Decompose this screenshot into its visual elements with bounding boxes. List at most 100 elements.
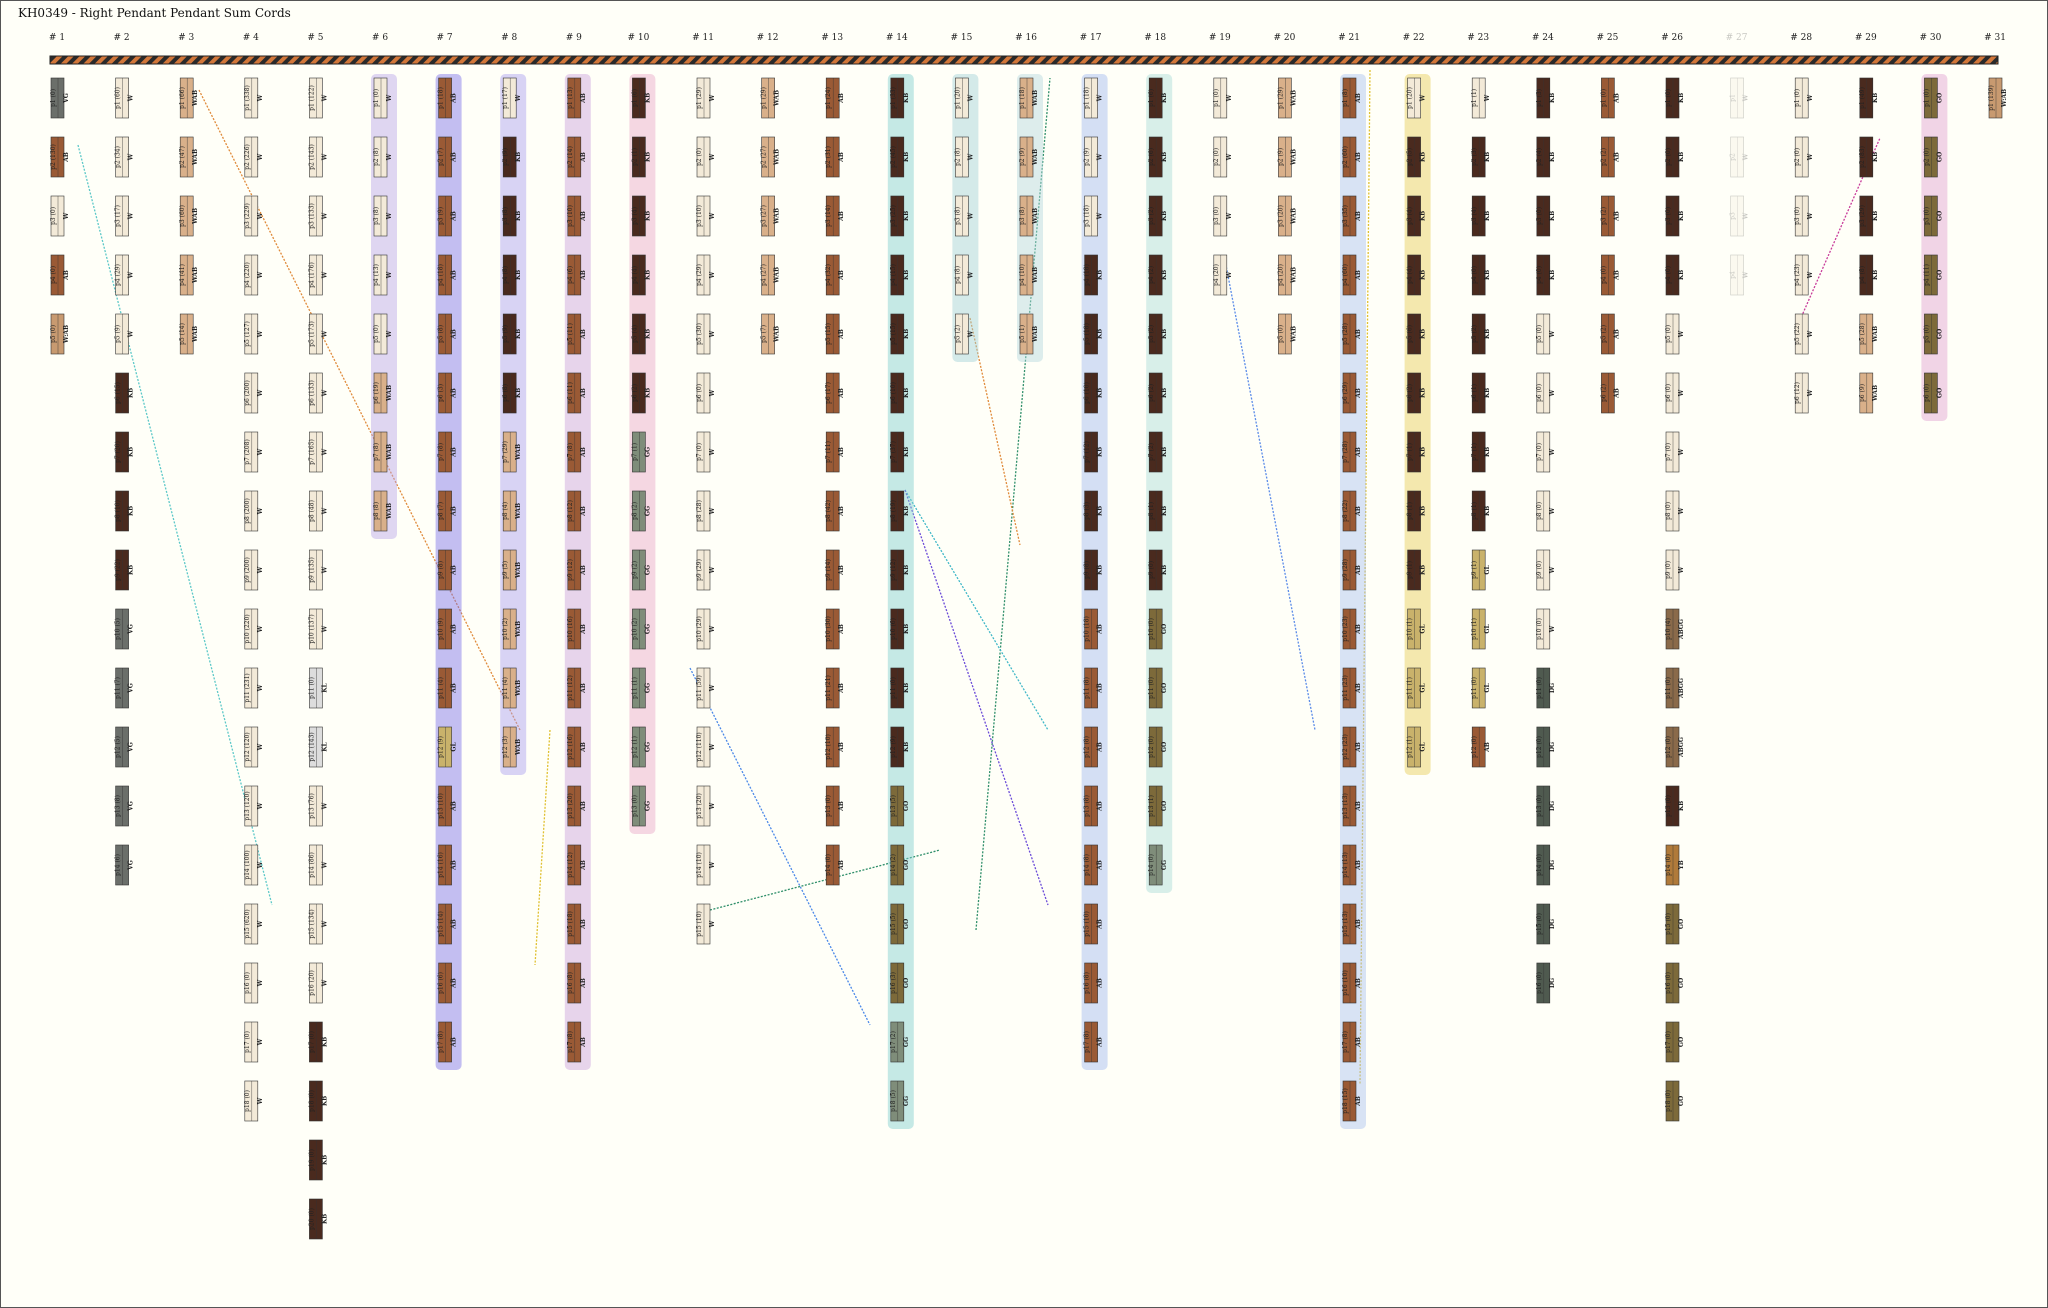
cord-label: p1 (60) (115, 87, 122, 109)
column: # 2 p1 (60) Wp2 (34) Wp3 (17) Wp4 (29) Wp5 (9… (114, 33, 135, 886)
cord-box (955, 136, 969, 178)
cord-box (244, 372, 259, 414)
cord-color: KB (903, 447, 910, 457)
cord-box (1665, 77, 1680, 119)
cord-label: p1 (122) (308, 85, 315, 111)
column-header: # 16 (1015, 33, 1037, 43)
cord-color: W (128, 94, 135, 102)
cord-box (1084, 844, 1098, 886)
cord-label: p7 (1) (1471, 443, 1478, 461)
cord-label: p1 (66) (179, 87, 186, 109)
cord-box (696, 726, 711, 768)
cord-label: p17 (8) (1084, 1031, 1091, 1053)
cord-label: p3 (2) (1148, 207, 1155, 225)
cord-box (1019, 136, 1034, 178)
cord-color: KB (1549, 270, 1556, 280)
cord-label: p1 (0) (1213, 89, 1220, 107)
cord-box (1471, 77, 1486, 119)
cord-label: p15 (134) (308, 909, 315, 939)
cord-label: p2 (4) (1536, 148, 1543, 166)
cord-label: p18 (0) (244, 1090, 251, 1112)
column-header: # 5 (307, 33, 323, 43)
column: # 27 p1 Wp2 Wp3 Wp4 W (1726, 33, 1750, 296)
cord-label: p17 (0) (308, 1031, 315, 1053)
cord-color: W (257, 330, 264, 338)
cord-box (1342, 136, 1357, 178)
cord-color: GG (644, 683, 651, 693)
cord-box (438, 726, 452, 768)
cord-box (1407, 313, 1421, 355)
column: # 6 p1 (0) Wp2 (8) Wp3 (8) Wp4 (13) Wp5 (0) Wp… (371, 33, 397, 539)
cord-color: W (321, 330, 328, 338)
cord-color: WAB (515, 680, 522, 697)
cord-label: p9 (2) (631, 561, 638, 579)
cord-label: p11 (0) (1665, 677, 1672, 699)
cord-label: p4 (20) (1277, 264, 1284, 286)
cord-box (1213, 195, 1228, 237)
cord-label: p8 (10) (115, 500, 122, 522)
cord-label: p4 (0) (1600, 266, 1607, 284)
cord-color: W (128, 330, 135, 338)
cord-box (373, 490, 388, 532)
cord-color: GG (644, 624, 651, 634)
cord-color: W (386, 94, 393, 102)
cord-color: W (1807, 153, 1814, 161)
cord-box (825, 313, 840, 355)
cord-label: p7 (12) (1084, 441, 1091, 463)
cord-label: p6 (12) (1794, 382, 1801, 404)
cord-label: p10 (0) (1536, 618, 1543, 640)
cord-box (1730, 254, 1744, 296)
cord-box (309, 1139, 323, 1181)
cord-box (1665, 726, 1680, 768)
cord-color: AB (838, 624, 845, 635)
cord-label: p9 (12) (890, 559, 897, 581)
cord-box (890, 490, 905, 532)
cord-color: W (321, 448, 328, 456)
column: # 7 p1 (18) AB p2 (7) AB p3 (9) AB p4 (18) AB p5 … (435, 33, 462, 1070)
cord-label: p7 (8) (373, 443, 380, 461)
cord-box (438, 608, 452, 650)
cord-color: W (257, 1097, 264, 1105)
cord-box (1342, 549, 1357, 591)
cord-color: GL (451, 742, 458, 752)
cord-box (1665, 372, 1680, 414)
cord-label: p4 (8) (502, 266, 509, 284)
group-band (371, 74, 397, 539)
cord-label: p5 (2) (1148, 325, 1155, 343)
cord-label: p12 (143) (308, 732, 315, 762)
cord-label: p8 (1) (1407, 502, 1414, 520)
cord-label: p14 (0) (825, 854, 832, 876)
cord-color: AB (1097, 919, 1104, 930)
cord-box (567, 844, 582, 886)
cord-box (1794, 195, 1809, 237)
cord-box (502, 667, 517, 709)
column-header: # 21 (1338, 33, 1360, 43)
cord-box (1471, 431, 1486, 473)
cord-label: p5 (2) (1600, 325, 1607, 343)
cord-box (567, 667, 582, 709)
cord-label: p1 (29) (1277, 87, 1284, 109)
cord-color: AB (580, 152, 587, 163)
cord-color: WAB (192, 326, 199, 343)
cord-color: W (1807, 389, 1814, 397)
cord-box (1084, 903, 1098, 945)
cord-label: p10 (220) (244, 614, 251, 644)
cord-label: p15 (0) (1536, 913, 1543, 935)
cord-color: DG (1549, 978, 1556, 988)
cord-color: KB (644, 329, 651, 339)
cord-box (890, 962, 905, 1004)
cord-color: W (257, 625, 264, 633)
cord-box (50, 313, 65, 355)
cord-color: AB (580, 919, 587, 930)
cord-label: p6 (10) (890, 382, 897, 404)
cord-label: p2 (1730, 153, 1737, 161)
cord-box (825, 667, 840, 709)
cord-color: W (257, 920, 264, 928)
cord-label: p6 (15) (115, 382, 122, 404)
cord-color: AB (1355, 388, 1362, 399)
cord-box (632, 490, 646, 532)
cord-box (1407, 195, 1421, 237)
cord-box (244, 844, 259, 886)
cord-color: W (321, 271, 328, 279)
cord-box (115, 431, 129, 473)
